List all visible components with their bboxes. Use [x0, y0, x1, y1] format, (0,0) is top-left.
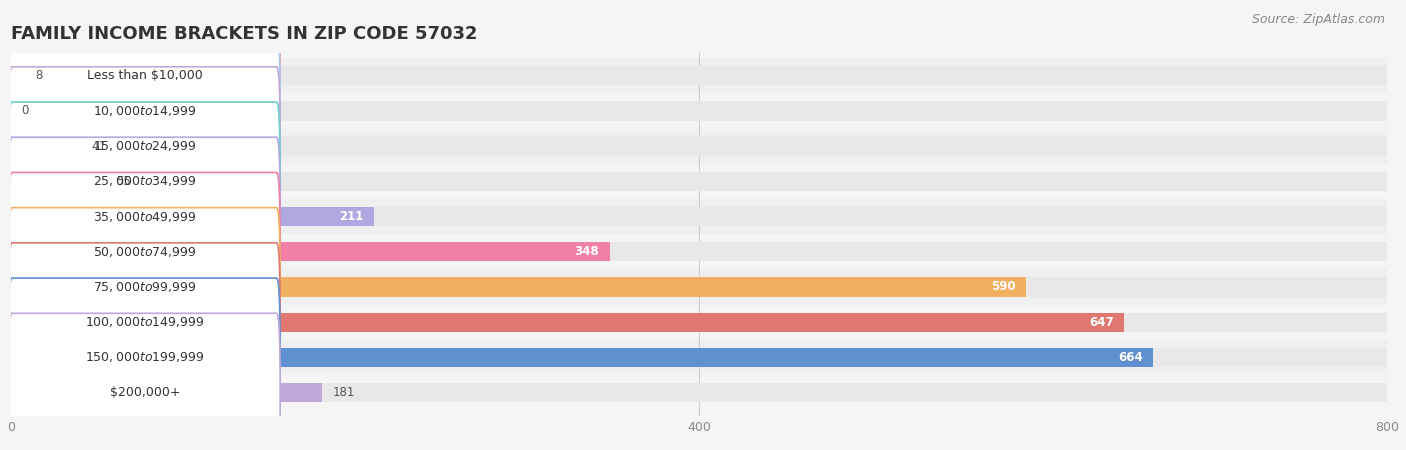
- Bar: [11, 171, 1388, 191]
- FancyBboxPatch shape: [8, 137, 280, 296]
- FancyBboxPatch shape: [8, 207, 280, 366]
- Text: FAMILY INCOME BRACKETS IN ZIP CODE 57032: FAMILY INCOME BRACKETS IN ZIP CODE 57032: [11, 25, 478, 43]
- Bar: [11, 348, 1153, 367]
- Text: 8: 8: [35, 69, 42, 82]
- Text: $200,000+: $200,000+: [110, 386, 180, 399]
- Bar: [11, 348, 1388, 367]
- Text: $100,000 to $149,999: $100,000 to $149,999: [86, 315, 205, 329]
- Bar: [11, 129, 1388, 164]
- Bar: [11, 171, 105, 191]
- Bar: [11, 207, 1388, 226]
- Text: $25,000 to $34,999: $25,000 to $34,999: [93, 174, 197, 189]
- FancyBboxPatch shape: [8, 32, 280, 190]
- Text: 41: 41: [91, 140, 107, 153]
- Text: $150,000 to $199,999: $150,000 to $199,999: [86, 351, 205, 364]
- Text: Less than $10,000: Less than $10,000: [87, 69, 202, 82]
- Bar: [11, 93, 1388, 129]
- Text: 590: 590: [991, 280, 1015, 293]
- Text: 664: 664: [1118, 351, 1143, 364]
- Bar: [11, 340, 1388, 375]
- Bar: [11, 242, 610, 261]
- FancyBboxPatch shape: [8, 102, 280, 261]
- Bar: [11, 66, 1388, 86]
- Text: $75,000 to $99,999: $75,000 to $99,999: [93, 280, 197, 294]
- Bar: [11, 136, 82, 156]
- Text: $10,000 to $14,999: $10,000 to $14,999: [93, 104, 197, 118]
- Text: 647: 647: [1088, 316, 1114, 328]
- Text: 181: 181: [333, 386, 354, 399]
- Bar: [11, 375, 1388, 410]
- Text: $15,000 to $24,999: $15,000 to $24,999: [93, 139, 197, 153]
- FancyBboxPatch shape: [8, 172, 280, 331]
- FancyBboxPatch shape: [8, 278, 280, 437]
- Bar: [11, 242, 1388, 261]
- FancyBboxPatch shape: [8, 0, 280, 155]
- Bar: [11, 164, 1388, 199]
- FancyBboxPatch shape: [8, 243, 280, 401]
- Text: 55: 55: [115, 175, 131, 188]
- Text: 348: 348: [575, 245, 599, 258]
- Text: $50,000 to $74,999: $50,000 to $74,999: [93, 245, 197, 259]
- Bar: [11, 277, 1388, 297]
- Text: 211: 211: [339, 210, 364, 223]
- Text: Source: ZipAtlas.com: Source: ZipAtlas.com: [1251, 14, 1385, 27]
- Bar: [11, 199, 1388, 234]
- Bar: [11, 58, 1388, 93]
- Text: 0: 0: [21, 104, 28, 117]
- Bar: [11, 383, 322, 402]
- Bar: [11, 277, 1026, 297]
- Bar: [11, 136, 1388, 156]
- Bar: [11, 312, 1388, 332]
- Text: $35,000 to $49,999: $35,000 to $49,999: [93, 210, 197, 224]
- Bar: [11, 234, 1388, 270]
- Bar: [11, 383, 1388, 402]
- Bar: [11, 312, 1123, 332]
- Bar: [11, 66, 25, 86]
- Bar: [11, 270, 1388, 305]
- Bar: [11, 101, 1388, 121]
- Bar: [11, 207, 374, 226]
- FancyBboxPatch shape: [8, 313, 280, 450]
- FancyBboxPatch shape: [8, 67, 280, 225]
- Bar: [11, 305, 1388, 340]
